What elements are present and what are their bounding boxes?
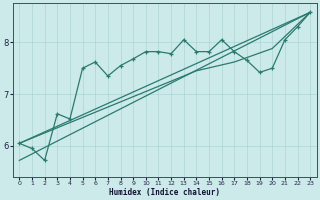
- X-axis label: Humidex (Indice chaleur): Humidex (Indice chaleur): [109, 188, 220, 197]
